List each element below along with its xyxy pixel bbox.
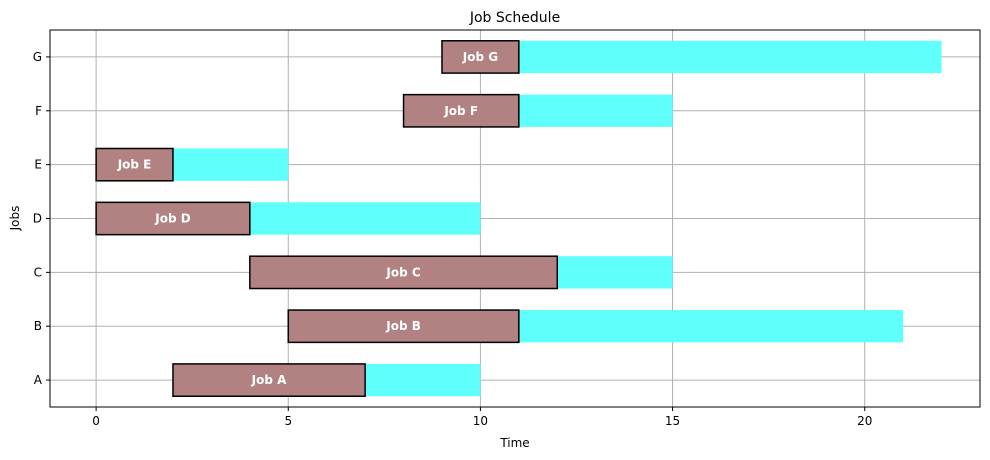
y-tick-label-E: E bbox=[34, 158, 42, 172]
y-tick-label-D: D bbox=[33, 212, 42, 226]
bar-label-B: Job B bbox=[385, 319, 421, 333]
y-tick-label-G: G bbox=[33, 50, 42, 64]
y-tick-label-F: F bbox=[35, 104, 42, 118]
y-tick-label-A: A bbox=[34, 373, 43, 387]
processing-bar-D bbox=[95, 201, 251, 236]
y-tick-label-B: B bbox=[34, 319, 42, 333]
bar-label-F: Job F bbox=[443, 104, 478, 118]
x-tick-label-0: 0 bbox=[92, 414, 100, 428]
x-tick-label-20: 20 bbox=[857, 414, 872, 428]
bars-layer: Job A Job B Job C Job D Job E Job F Job G bbox=[95, 40, 942, 397]
axes: 0 5 10 15 20 A B C D E F G bbox=[33, 29, 981, 428]
bar-label-C: Job C bbox=[385, 265, 420, 279]
bar-label-G: Job G bbox=[462, 50, 498, 64]
processing-bar-A bbox=[172, 363, 366, 397]
bar-label-E: Job E bbox=[117, 158, 152, 172]
processing-bar-C bbox=[249, 255, 559, 290]
y-axis-title: Jobs bbox=[8, 206, 22, 232]
x-axis-title: Time bbox=[499, 436, 529, 450]
y-tick-label-C: C bbox=[34, 265, 42, 279]
chart-title: Job Schedule bbox=[469, 10, 560, 26]
processing-bar-F bbox=[402, 93, 520, 128]
x-tick-label-5: 5 bbox=[284, 414, 292, 428]
processing-bar-B bbox=[287, 309, 520, 344]
processing-bar-G bbox=[441, 40, 520, 74]
window-bar-G bbox=[441, 40, 942, 74]
bar-label-A: Job A bbox=[251, 373, 287, 387]
bar-label-D: Job D bbox=[154, 212, 190, 226]
processing-bar-E bbox=[95, 147, 174, 182]
x-tick-label-10: 10 bbox=[473, 414, 488, 428]
x-tick-label-15: 15 bbox=[665, 414, 680, 428]
